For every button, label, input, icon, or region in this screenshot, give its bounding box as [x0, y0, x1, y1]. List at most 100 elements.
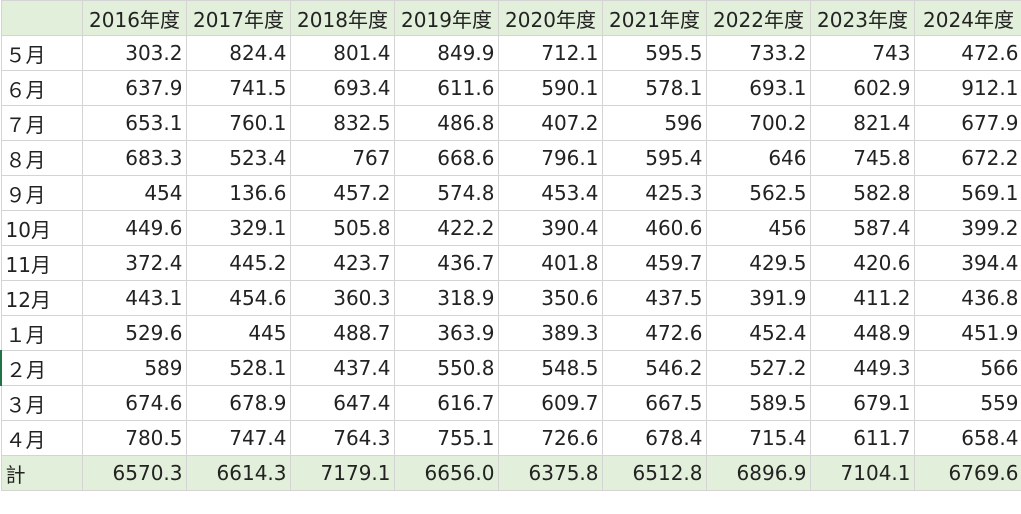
value-cell[interactable]: 350.6 — [497, 280, 603, 316]
value-cell[interactable]: 578.1 — [601, 70, 707, 106]
value-cell[interactable]: 801.4 — [289, 35, 395, 71]
month-label-cell[interactable]: ５月 — [0, 35, 83, 71]
value-cell[interactable]: 452.4 — [705, 315, 811, 351]
value-cell[interactable]: 486.8 — [393, 105, 499, 141]
header-cell-2020[interactable]: 2020年度 — [497, 0, 603, 36]
value-cell[interactable]: 399.2 — [913, 210, 1021, 246]
value-cell[interactable]: 611.6 — [393, 70, 499, 106]
value-cell[interactable]: 548.5 — [497, 350, 603, 386]
value-cell[interactable]: 329.1 — [185, 210, 291, 246]
value-cell[interactable]: 611.7 — [809, 420, 915, 456]
value-cell[interactable]: 595.5 — [601, 35, 707, 71]
value-cell[interactable]: 423.7 — [289, 245, 395, 281]
value-cell[interactable]: 562.5 — [705, 175, 811, 211]
value-cell[interactable]: 596 — [601, 105, 707, 141]
month-label-cell[interactable]: ８月 — [0, 140, 83, 176]
month-label-cell[interactable]: 12月 — [0, 280, 83, 316]
month-label-cell[interactable]: ７月 — [0, 105, 83, 141]
value-cell[interactable]: 445.2 — [185, 245, 291, 281]
value-cell[interactable]: 456 — [705, 210, 811, 246]
total-label-cell[interactable]: 計 — [0, 455, 83, 491]
value-cell[interactable]: 796.1 — [497, 140, 603, 176]
header-cell-2017[interactable]: 2017年度 — [185, 0, 291, 36]
month-label-cell[interactable]: 10月 — [0, 210, 83, 246]
value-cell[interactable]: 849.9 — [393, 35, 499, 71]
value-cell[interactable]: 832.5 — [289, 105, 395, 141]
value-cell[interactable]: 529.6 — [81, 315, 187, 351]
value-cell[interactable]: 389.3 — [497, 315, 603, 351]
value-cell[interactable]: 679.1 — [809, 385, 915, 421]
value-cell[interactable]: 437.4 — [289, 350, 395, 386]
value-cell[interactable]: 712.1 — [497, 35, 603, 71]
month-label-cell[interactable]: ９月 — [0, 175, 83, 211]
value-cell[interactable]: 609.7 — [497, 385, 603, 421]
value-cell[interactable]: 472.6 — [601, 315, 707, 351]
value-cell[interactable]: 616.7 — [393, 385, 499, 421]
value-cell[interactable]: 700.2 — [705, 105, 811, 141]
value-cell[interactable]: 472.6 — [913, 35, 1021, 71]
total-value-cell[interactable]: 6614.3 — [185, 455, 291, 491]
value-cell[interactable]: 425.3 — [601, 175, 707, 211]
value-cell[interactable]: 678.9 — [185, 385, 291, 421]
value-cell[interactable]: 824.4 — [185, 35, 291, 71]
total-value-cell[interactable]: 6769.6 — [913, 455, 1021, 491]
total-value-cell[interactable]: 7179.1 — [289, 455, 395, 491]
value-cell[interactable]: 780.5 — [81, 420, 187, 456]
header-cell-2018[interactable]: 2018年度 — [289, 0, 395, 36]
value-cell[interactable]: 693.4 — [289, 70, 395, 106]
value-cell[interactable]: 303.2 — [81, 35, 187, 71]
value-cell[interactable]: 589 — [81, 350, 187, 386]
value-cell[interactable]: 646 — [705, 140, 811, 176]
month-label-cell[interactable]: ３月 — [0, 385, 83, 421]
value-cell[interactable]: 445 — [185, 315, 291, 351]
value-cell[interactable]: 912.1 — [913, 70, 1021, 106]
total-value-cell[interactable]: 6512.8 — [601, 455, 707, 491]
value-cell[interactable]: 459.7 — [601, 245, 707, 281]
value-cell[interactable]: 566 — [913, 350, 1021, 386]
value-cell[interactable]: 454.6 — [185, 280, 291, 316]
value-cell[interactable]: 559 — [913, 385, 1021, 421]
header-cell-2021[interactable]: 2021年度 — [601, 0, 707, 36]
value-cell[interactable]: 318.9 — [393, 280, 499, 316]
value-cell[interactable]: 372.4 — [81, 245, 187, 281]
value-cell[interactable]: 755.1 — [393, 420, 499, 456]
value-cell[interactable]: 363.9 — [393, 315, 499, 351]
month-label-cell[interactable]: ６月 — [0, 70, 83, 106]
month-label-cell[interactable]: １月 — [0, 315, 83, 351]
value-cell[interactable]: 436.8 — [913, 280, 1021, 316]
value-cell[interactable]: 693.1 — [705, 70, 811, 106]
value-cell[interactable]: 658.4 — [913, 420, 1021, 456]
value-cell[interactable]: 443.1 — [81, 280, 187, 316]
value-cell[interactable]: 647.4 — [289, 385, 395, 421]
value-cell[interactable]: 454 — [81, 175, 187, 211]
value-cell[interactable]: 449.6 — [81, 210, 187, 246]
header-cell-2022[interactable]: 2022年度 — [705, 0, 811, 36]
value-cell[interactable]: 764.3 — [289, 420, 395, 456]
month-label-cell[interactable]: ４月 — [0, 420, 83, 456]
value-cell[interactable]: 453.4 — [497, 175, 603, 211]
value-cell[interactable]: 767 — [289, 140, 395, 176]
value-cell[interactable]: 677.9 — [913, 105, 1021, 141]
value-cell[interactable]: 821.4 — [809, 105, 915, 141]
value-cell[interactable]: 550.8 — [393, 350, 499, 386]
value-cell[interactable]: 668.6 — [393, 140, 499, 176]
value-cell[interactable]: 451.9 — [913, 315, 1021, 351]
value-cell[interactable]: 407.2 — [497, 105, 603, 141]
value-cell[interactable]: 436.7 — [393, 245, 499, 281]
value-cell[interactable]: 505.8 — [289, 210, 395, 246]
total-value-cell[interactable]: 6375.8 — [497, 455, 603, 491]
total-value-cell[interactable]: 6570.3 — [81, 455, 187, 491]
value-cell[interactable]: 390.4 — [497, 210, 603, 246]
value-cell[interactable]: 460.6 — [601, 210, 707, 246]
value-cell[interactable]: 523.4 — [185, 140, 291, 176]
value-cell[interactable]: 590.1 — [497, 70, 603, 106]
value-cell[interactable]: 733.2 — [705, 35, 811, 71]
value-cell[interactable]: 457.2 — [289, 175, 395, 211]
value-cell[interactable]: 420.6 — [809, 245, 915, 281]
value-cell[interactable]: 715.4 — [705, 420, 811, 456]
value-cell[interactable]: 429.5 — [705, 245, 811, 281]
value-cell[interactable]: 745.8 — [809, 140, 915, 176]
value-cell[interactable]: 488.7 — [289, 315, 395, 351]
value-cell[interactable]: 674.6 — [81, 385, 187, 421]
month-label-cell[interactable]: ２月 — [0, 350, 83, 386]
